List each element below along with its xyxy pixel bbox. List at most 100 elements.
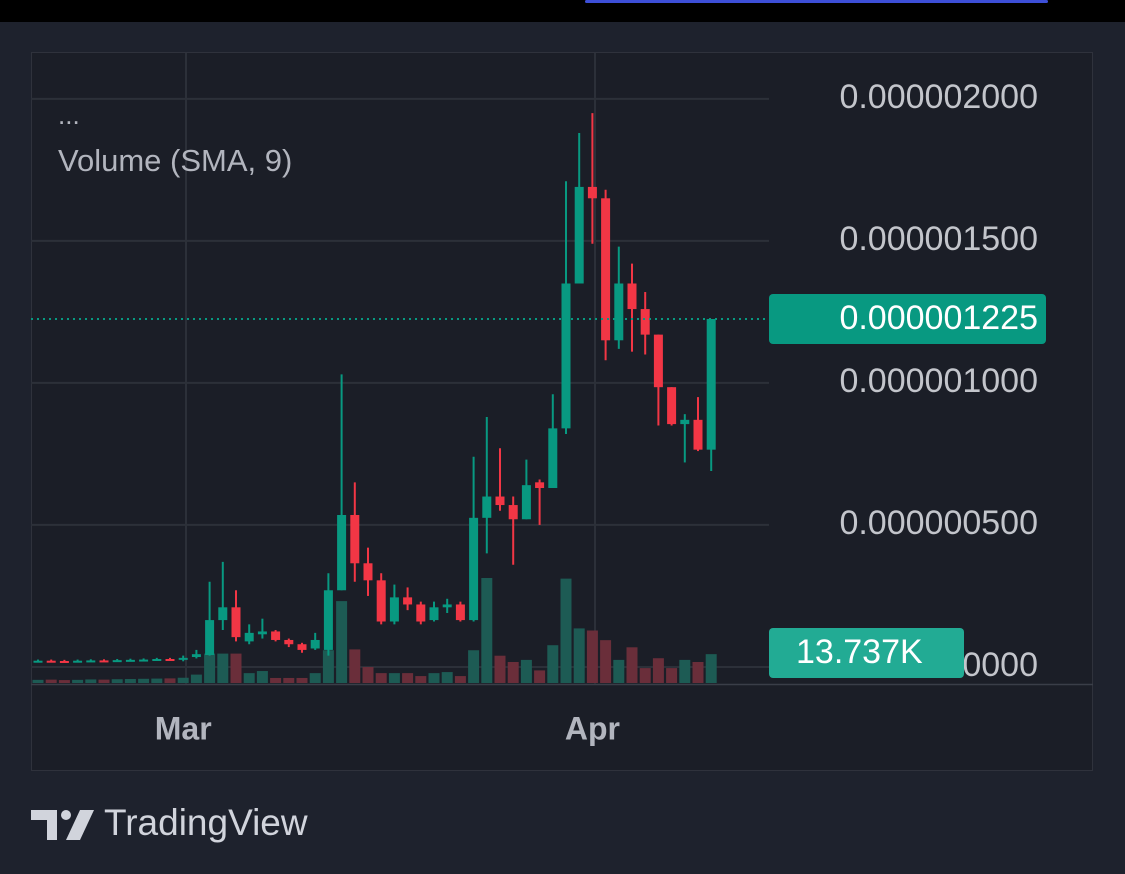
candle-body — [521, 485, 531, 520]
last-price-badge — [769, 294, 1046, 345]
candle-body — [99, 660, 109, 663]
volume-bar — [256, 671, 268, 683]
candle-body — [59, 660, 69, 663]
y-tick-label: 0.000000500 — [839, 504, 1038, 542]
candle-body — [73, 660, 83, 663]
volume-bar — [375, 673, 387, 683]
candle-body — [271, 631, 281, 640]
legend-title: Volume (SMA, 9) — [58, 143, 292, 178]
volume-label: 13.737K — [796, 633, 923, 671]
candle-body — [548, 428, 558, 489]
candle-body — [680, 419, 690, 425]
volume-bar — [441, 672, 453, 683]
volume-bar — [349, 649, 361, 683]
volume-bar — [72, 679, 84, 683]
volume-bar — [230, 653, 242, 683]
candle-body — [535, 482, 545, 489]
candle-body — [561, 283, 571, 429]
y-tick-label: 0.000001000 — [839, 362, 1038, 400]
candle-body — [627, 283, 637, 310]
volume-bar — [560, 578, 572, 683]
volume-bar — [98, 679, 110, 683]
volume-bar — [626, 647, 638, 683]
volume-bar — [468, 650, 480, 683]
candle-body — [640, 309, 650, 335]
volume-bar — [45, 679, 57, 683]
volume-bar — [296, 677, 308, 683]
volume-bar — [322, 650, 334, 683]
volume-bar — [283, 677, 295, 683]
volume-bar — [217, 653, 229, 683]
candle-body — [376, 580, 386, 622]
candle-body — [469, 517, 479, 621]
volume-bar — [111, 679, 123, 683]
candle-body — [416, 604, 426, 622]
candle-body — [614, 283, 624, 341]
volume-bar — [428, 673, 440, 683]
candle-body — [86, 660, 96, 663]
volume-bar — [243, 673, 255, 683]
volume-bar — [639, 668, 651, 683]
candle-body — [495, 496, 505, 506]
legend-menu[interactable]: ... — [58, 100, 80, 130]
candle-body — [139, 659, 149, 662]
candle-body — [257, 631, 267, 635]
volume-bar — [204, 653, 216, 683]
last-price-label: 0.000001225 — [839, 299, 1038, 337]
volume-bar — [520, 659, 532, 683]
volume-bar — [547, 645, 559, 683]
candle-body — [323, 590, 333, 650]
candle-body — [337, 514, 347, 591]
volume-bar — [336, 601, 348, 683]
candle-body — [218, 607, 228, 621]
candle-body — [152, 659, 162, 662]
volume-bar — [481, 578, 493, 683]
volume-bar — [151, 678, 163, 683]
volume-bar — [534, 670, 546, 683]
candle-body — [429, 607, 439, 621]
candle-body — [350, 514, 360, 564]
volume-bar — [190, 674, 202, 683]
top-indicator — [585, 0, 1048, 3]
volume-bar — [507, 662, 519, 683]
volume-bar — [124, 679, 136, 683]
plot — [31, 97, 769, 683]
volume-bar — [388, 673, 400, 683]
volume-bar — [652, 658, 664, 683]
logo-shape — [66, 810, 94, 840]
logo-shape — [61, 810, 71, 820]
logo-shape — [31, 810, 57, 840]
volume-bar — [705, 654, 717, 683]
x-tick-label: Mar — [155, 710, 212, 746]
volume-bar — [402, 673, 414, 683]
candle-body — [587, 186, 597, 199]
candle-body — [363, 563, 373, 581]
volume-bar — [309, 673, 321, 683]
volume-bar — [679, 659, 691, 683]
candle-body — [231, 607, 241, 638]
volume-bar — [494, 655, 506, 683]
volume-bar — [270, 677, 282, 683]
candle-body — [442, 604, 452, 608]
candle-body — [389, 597, 399, 622]
volume-bar — [32, 679, 44, 683]
candle-body — [297, 644, 307, 650]
candle-body — [693, 419, 703, 450]
candle-body — [667, 387, 677, 425]
top-bar — [0, 0, 1125, 22]
volume-bar — [164, 678, 176, 683]
candle-body — [482, 496, 492, 518]
volume-bar — [85, 679, 97, 683]
candle-body — [191, 654, 201, 658]
volume-bar — [692, 662, 704, 683]
volume-bar — [415, 676, 427, 683]
volume-bar — [613, 659, 625, 683]
candle-body — [112, 660, 122, 663]
candle-body — [508, 505, 518, 520]
candle-body — [310, 639, 320, 649]
y-tick-label: 0.000001500 — [839, 220, 1038, 258]
candle-body — [403, 597, 413, 605]
candle-body — [178, 657, 188, 660]
brand-name: TradingView — [104, 802, 308, 843]
